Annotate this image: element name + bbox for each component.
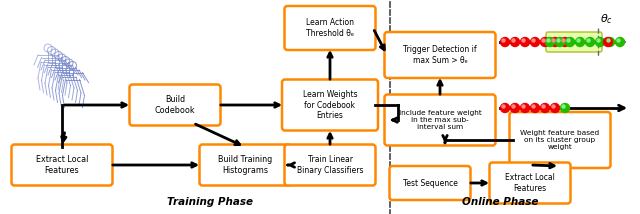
Circle shape	[604, 37, 612, 46]
Circle shape	[577, 39, 580, 42]
Circle shape	[522, 39, 525, 42]
Circle shape	[500, 37, 509, 46]
Circle shape	[511, 37, 520, 46]
FancyBboxPatch shape	[129, 85, 221, 125]
FancyBboxPatch shape	[200, 144, 291, 186]
Text: Learn Weights
for Codebook
Entries: Learn Weights for Codebook Entries	[303, 90, 357, 120]
Circle shape	[550, 104, 559, 113]
Circle shape	[502, 39, 505, 42]
Circle shape	[556, 37, 564, 46]
Circle shape	[561, 104, 570, 113]
Circle shape	[542, 105, 545, 108]
FancyBboxPatch shape	[285, 6, 376, 50]
Circle shape	[532, 39, 535, 42]
Circle shape	[545, 37, 554, 46]
Text: $\theta_c$: $\theta_c$	[600, 12, 613, 26]
Circle shape	[550, 37, 559, 46]
Circle shape	[552, 39, 555, 42]
Circle shape	[617, 39, 620, 42]
Text: Include feature weight
in the max sub-
interval sum: Include feature weight in the max sub- i…	[399, 110, 481, 130]
Circle shape	[531, 37, 540, 46]
Circle shape	[616, 37, 625, 46]
Circle shape	[562, 39, 565, 42]
Circle shape	[547, 39, 550, 42]
Circle shape	[607, 39, 610, 42]
FancyBboxPatch shape	[509, 112, 611, 168]
Text: Weight feature based
on its cluster group
weight: Weight feature based on its cluster grou…	[520, 130, 600, 150]
Circle shape	[566, 37, 575, 46]
Circle shape	[520, 104, 529, 113]
FancyBboxPatch shape	[282, 79, 378, 131]
Circle shape	[587, 39, 590, 42]
Circle shape	[575, 37, 584, 46]
Circle shape	[541, 104, 550, 113]
Circle shape	[541, 37, 550, 46]
Circle shape	[586, 37, 595, 46]
Circle shape	[500, 104, 509, 113]
Text: Training Phase: Training Phase	[167, 197, 253, 207]
Circle shape	[520, 37, 529, 46]
FancyBboxPatch shape	[285, 144, 376, 186]
FancyBboxPatch shape	[490, 162, 570, 204]
Circle shape	[532, 105, 535, 108]
Text: Extract Local
Features: Extract Local Features	[36, 155, 88, 175]
Text: Trigger Detection if
max Sum > θₑ: Trigger Detection if max Sum > θₑ	[403, 45, 477, 65]
Circle shape	[597, 39, 600, 42]
Text: Online Phase: Online Phase	[462, 197, 538, 207]
Text: Test Sequence: Test Sequence	[403, 178, 458, 187]
FancyBboxPatch shape	[546, 32, 602, 52]
Circle shape	[502, 105, 505, 108]
Circle shape	[561, 37, 570, 46]
FancyBboxPatch shape	[390, 166, 470, 200]
Text: Learn Action
Threshold θₑ: Learn Action Threshold θₑ	[306, 18, 354, 38]
Circle shape	[531, 104, 540, 113]
Circle shape	[512, 39, 515, 42]
Circle shape	[511, 104, 520, 113]
Circle shape	[522, 105, 525, 108]
Circle shape	[567, 39, 570, 42]
Circle shape	[595, 37, 605, 46]
Text: Build Training
Histograms: Build Training Histograms	[218, 155, 272, 175]
Text: Extract Local
Features: Extract Local Features	[505, 173, 555, 193]
Text: Build
Codebook: Build Codebook	[155, 95, 195, 115]
Circle shape	[605, 37, 614, 46]
Circle shape	[562, 105, 565, 108]
Circle shape	[552, 105, 555, 108]
FancyBboxPatch shape	[12, 144, 113, 186]
FancyBboxPatch shape	[385, 32, 495, 78]
FancyBboxPatch shape	[385, 95, 495, 146]
Circle shape	[512, 105, 515, 108]
Circle shape	[542, 39, 545, 42]
Circle shape	[557, 39, 560, 42]
Text: Train Linear
Binary Classifiers: Train Linear Binary Classifiers	[297, 155, 364, 175]
